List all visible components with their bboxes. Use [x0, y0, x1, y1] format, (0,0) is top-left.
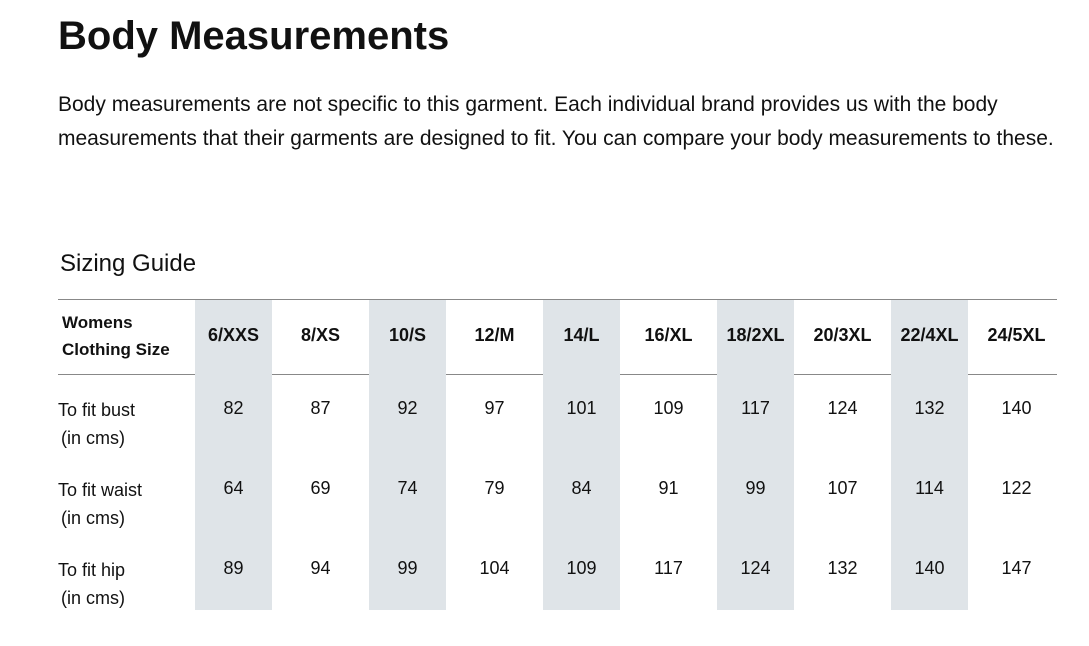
column-header: 14/L: [563, 325, 600, 345]
row-label: To fit bust: [58, 400, 136, 420]
table-title: Sizing Guide: [60, 250, 197, 277]
cell-value: 124: [740, 558, 771, 578]
column-header: 22/4XL: [900, 325, 959, 345]
cell-value: 132: [914, 398, 945, 418]
cell-value: 74: [397, 478, 418, 498]
column-shade: [195, 300, 272, 610]
rule: [58, 299, 1057, 300]
cell-value: 89: [223, 558, 244, 578]
cell-value: 117: [654, 558, 683, 578]
cell-value: 117: [741, 398, 770, 418]
cell-value: 84: [571, 478, 592, 498]
cell-value: 124: [827, 398, 858, 418]
cell-value: 122: [1001, 478, 1032, 498]
cell-value: 114: [915, 478, 944, 498]
column-shade: [891, 300, 968, 610]
column-header: 6/XXS: [207, 325, 260, 345]
column-shade: [543, 300, 620, 610]
cell-value: 147: [1001, 558, 1032, 578]
cell-value: 97: [484, 398, 505, 418]
cell-value: 64: [223, 478, 244, 498]
cell-value: 140: [914, 558, 945, 578]
cell-value: 109: [653, 398, 684, 418]
row-label: To fit waist: [58, 480, 143, 500]
description: Body measurements are not specific to th…: [58, 93, 1054, 150]
cell-value: 87: [310, 398, 331, 418]
row-label: (in cms): [61, 588, 125, 608]
column-shade: [717, 300, 794, 610]
column-header: 16/XL: [644, 325, 693, 345]
column-header: 18/2XL: [726, 325, 785, 345]
cell-value: 99: [745, 478, 766, 498]
row-label: To fit hip: [58, 560, 126, 580]
column-header: 24/5XL: [987, 325, 1046, 345]
cell-value: 104: [479, 558, 510, 578]
title: Body Measurements: [58, 14, 450, 58]
corner-label: Clothing Size: [62, 340, 170, 359]
cell-value: 101: [566, 398, 597, 418]
cell-value: 132: [827, 558, 858, 578]
column-header: 20/3XL: [813, 325, 872, 345]
cell-value: 92: [397, 398, 418, 418]
cell-value: 107: [827, 478, 858, 498]
column-header: 8/XS: [300, 325, 341, 345]
row-label: (in cms): [61, 508, 125, 528]
cell-value: 94: [310, 558, 331, 578]
cell-value: 91: [658, 478, 679, 498]
cell-value: 109: [566, 558, 597, 578]
cell-value: 82: [223, 398, 244, 418]
column-shade: [369, 300, 446, 610]
cell-value: 99: [397, 558, 418, 578]
cell-value: 69: [310, 478, 331, 498]
row-label: (in cms): [61, 428, 125, 448]
column-header: 10/S: [388, 325, 427, 345]
corner-label: Womens: [62, 313, 133, 332]
cell-value: 140: [1001, 398, 1032, 418]
column-header: 12/M: [474, 325, 515, 345]
cell-value: 79: [484, 478, 505, 498]
